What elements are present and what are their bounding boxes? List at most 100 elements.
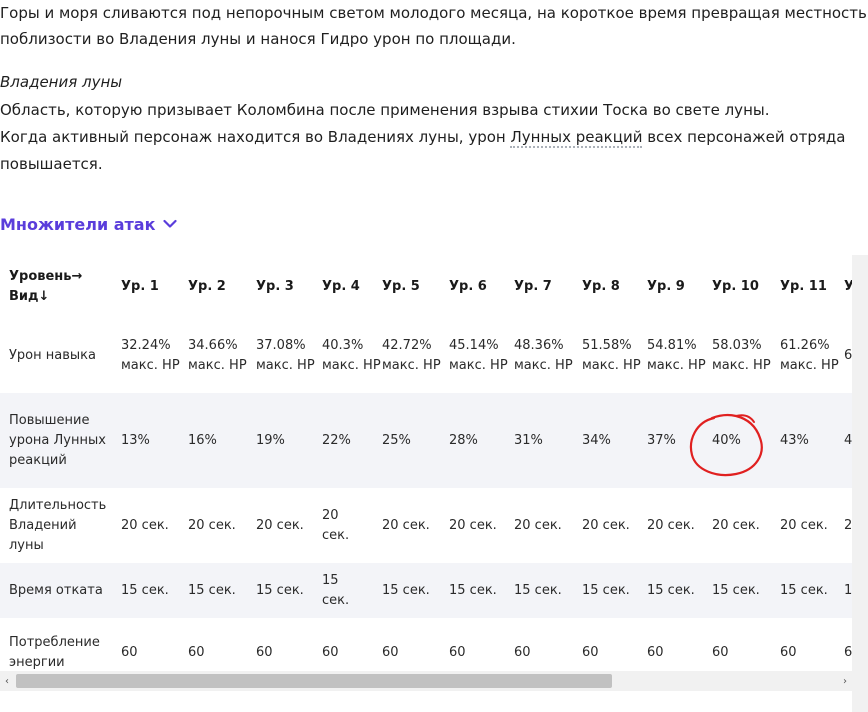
level-header: Ур. 7 <box>514 278 552 294</box>
table-row: Повышение урона Лунных реакций 13% 16% 1… <box>0 393 852 488</box>
table-row: Длительность Владений луны 20 сек. 20 се… <box>0 488 852 563</box>
table-cell: 37% <box>647 432 676 448</box>
scroll-right-arrow[interactable]: › <box>843 675 847 687</box>
row-label: Повышение урона Лунных реакций <box>9 412 106 468</box>
table-cell: 20 сек. <box>712 517 760 533</box>
table-cell: 43% <box>780 432 809 448</box>
description-text: Когда активный персонаж находится во Вла… <box>0 128 511 146</box>
table-header-row: Уровень→ Вид↓ Ур. 1 Ур. 2 Ур. 3 Ур. 4 Ур… <box>0 255 852 318</box>
table-row: Потребление энергии 60 60 60 60 60 60 60… <box>0 618 852 688</box>
table-cell: 20 сек. <box>582 517 630 533</box>
table-cell: 20 сек. <box>449 517 497 533</box>
description-line: Область, которую призывает Коломбина пос… <box>0 101 770 119</box>
horizontal-scrollbar[interactable]: ‹ › <box>0 671 852 691</box>
table-cell: 28% <box>449 432 478 448</box>
table-cell: 60 <box>780 645 797 660</box>
table-cell: 20 сек. <box>322 507 350 543</box>
table-cell-highlighted: 40% <box>712 432 741 448</box>
table-cell: 60 <box>712 645 729 660</box>
corner-header: Уровень→ Вид↓ <box>9 255 109 318</box>
table-cell: 15 сек. <box>256 582 304 598</box>
corner-type-label: Вид↓ <box>9 288 50 304</box>
table-cell: 60 <box>382 645 399 660</box>
table-cell: 15 сек. <box>780 582 828 598</box>
level-header: Ур. 6 <box>449 278 487 294</box>
table-cell: 6 м Н <box>844 347 852 363</box>
level-header: Ур. 3 <box>256 278 294 294</box>
table-cell: 32.24% макс. HP <box>121 337 180 373</box>
table-cell: 60 <box>188 645 205 660</box>
table-cell: 19% <box>256 432 285 448</box>
table-cell: 20 сек. <box>514 517 562 533</box>
table-cell: 2 <box>844 517 852 533</box>
level-header: Ур. 4 <box>322 278 360 294</box>
level-header: Ур. 8 <box>582 278 620 294</box>
table-cell: 60 <box>256 645 273 660</box>
table-cell: 48.36% макс. HP <box>514 337 573 373</box>
table-cell: 51.58% макс. HP <box>582 337 641 373</box>
table-cell: 60 <box>449 645 466 660</box>
table-cell: 60 <box>582 645 599 660</box>
table-row: Урон навыка 32.24% макс. HP 34.66% макс.… <box>0 318 852 393</box>
description-line: Когда активный персонаж находится во Вла… <box>0 124 860 151</box>
level-header: Ур. 1 <box>121 278 159 294</box>
scrollbar-thumb[interactable] <box>16 674 612 688</box>
table-cell: 42.72% макс. HP <box>382 337 441 373</box>
table-cell: 31% <box>514 432 543 448</box>
table-cell: 13% <box>121 432 150 448</box>
table-cell: 60 <box>647 645 664 660</box>
table-cell: 20 сек. <box>780 517 828 533</box>
table-cell: 15 сек. <box>382 582 430 598</box>
level-header: Ур. 2 <box>188 278 226 294</box>
row-label: Длительность Владений луны <box>9 497 107 553</box>
table-cell: 60 <box>514 645 531 660</box>
row-label: Потребление энергии <box>9 635 100 670</box>
attack-multipliers-toggle[interactable]: Множители атак <box>0 210 178 238</box>
chevron-down-icon <box>163 219 178 228</box>
table-cell: 15 сек. <box>647 582 695 598</box>
table-cell: 20 сек. <box>382 517 430 533</box>
row-label: Время отката <box>9 582 103 598</box>
table-cell: 15 сек. <box>188 582 236 598</box>
scroll-left-arrow[interactable]: ‹ <box>5 675 9 687</box>
table-cell: 15 сек. <box>322 572 350 608</box>
table-cell: 15 сек. <box>712 582 760 598</box>
level-header: Ур. 10 <box>712 278 759 294</box>
table-cell: 25% <box>382 432 411 448</box>
level-header: Ур. 9 <box>647 278 685 294</box>
table-cell: 45.14% макс. HP <box>449 337 508 373</box>
table-cell: 20 сек. <box>121 517 169 533</box>
table-cell: 4 <box>844 432 852 448</box>
row-label: Урон навыка <box>9 347 96 363</box>
table-cell: 34.66% макс. HP <box>188 337 247 373</box>
table-cell: 20 сек. <box>256 517 304 533</box>
table-cell: 16% <box>188 432 217 448</box>
table-cell: 40.3% макс. HP <box>322 337 381 373</box>
description-text: всех персонажей отряда <box>642 128 846 146</box>
table-cell: 15 сек. <box>449 582 497 598</box>
table-cell: 60 <box>322 645 339 660</box>
table-row: Время отката 15 сек. 15 сек. 15 сек. 15 … <box>0 563 852 618</box>
table-cell: 6 <box>844 645 852 660</box>
table-cell: 15 сек. <box>514 582 562 598</box>
level-header: Ур. 5 <box>382 278 420 294</box>
level-header: Ур. 11 <box>780 278 827 294</box>
description-line: Горы и моря сливаются под непорочным све… <box>0 4 867 22</box>
table-cell: 54.81% макс. HP <box>647 337 706 373</box>
attack-multipliers-table: Уровень→ Вид↓ Ур. 1 Ур. 2 Ур. 3 Ур. 4 Ур… <box>0 255 852 688</box>
corner-level-label: Уровень→ <box>9 268 83 284</box>
table-cell: 60 <box>121 645 138 660</box>
lunar-reactions-link[interactable]: Лунных реакций <box>510 128 643 148</box>
table-cell: 15 сек. <box>121 582 169 598</box>
level-header: Ур <box>844 278 852 294</box>
table-cell: 22% <box>322 432 351 448</box>
vertical-scrollbar[interactable] <box>852 255 868 712</box>
table-cell: 1 <box>844 582 852 598</box>
table-cell: 15 сек. <box>582 582 630 598</box>
table-cell: 34% <box>582 432 611 448</box>
table-cell: 20 сек. <box>188 517 236 533</box>
description-line: поблизости во Владения луны и нанося Гид… <box>0 30 516 48</box>
table-cell: 61.26% макс. HP <box>780 337 839 373</box>
subheading: Владения луны <box>0 73 123 91</box>
section-title: Множители атак <box>0 214 156 234</box>
